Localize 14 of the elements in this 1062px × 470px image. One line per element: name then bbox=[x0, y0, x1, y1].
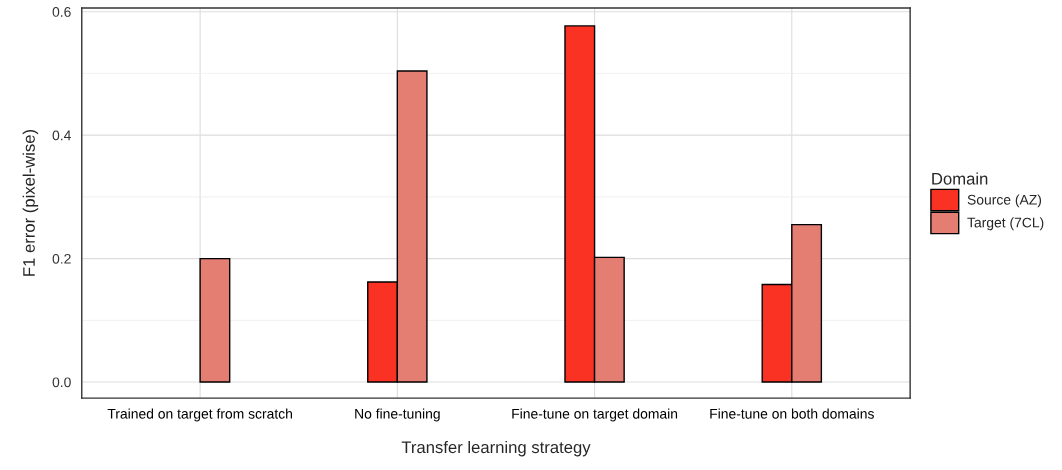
y-tick-label: 0.4 bbox=[52, 130, 71, 141]
x-tick-label: Fine-tune on both domains bbox=[710, 408, 874, 419]
legend-title: Domain bbox=[932, 172, 988, 185]
y-axis-title: F1 error (pixel-wise) bbox=[22, 129, 39, 276]
x-axis-title: Transfer learning strategy bbox=[401, 440, 591, 457]
bar bbox=[199, 257, 231, 383]
x-tick-label: Trained on target from scratch bbox=[107, 408, 292, 422]
y-tick-label: 0.0 bbox=[52, 377, 71, 388]
y-tick-label: 0.6 bbox=[52, 7, 71, 17]
y-tick-label: 0.2 bbox=[52, 253, 71, 264]
x-tick-label: Fine-tune on target domain bbox=[512, 408, 678, 422]
legend-label: Source (AZ) bbox=[967, 194, 1042, 208]
legend-label: Target (7CL) bbox=[967, 217, 1044, 231]
x-tick-label: No fine-tuning bbox=[355, 408, 440, 422]
